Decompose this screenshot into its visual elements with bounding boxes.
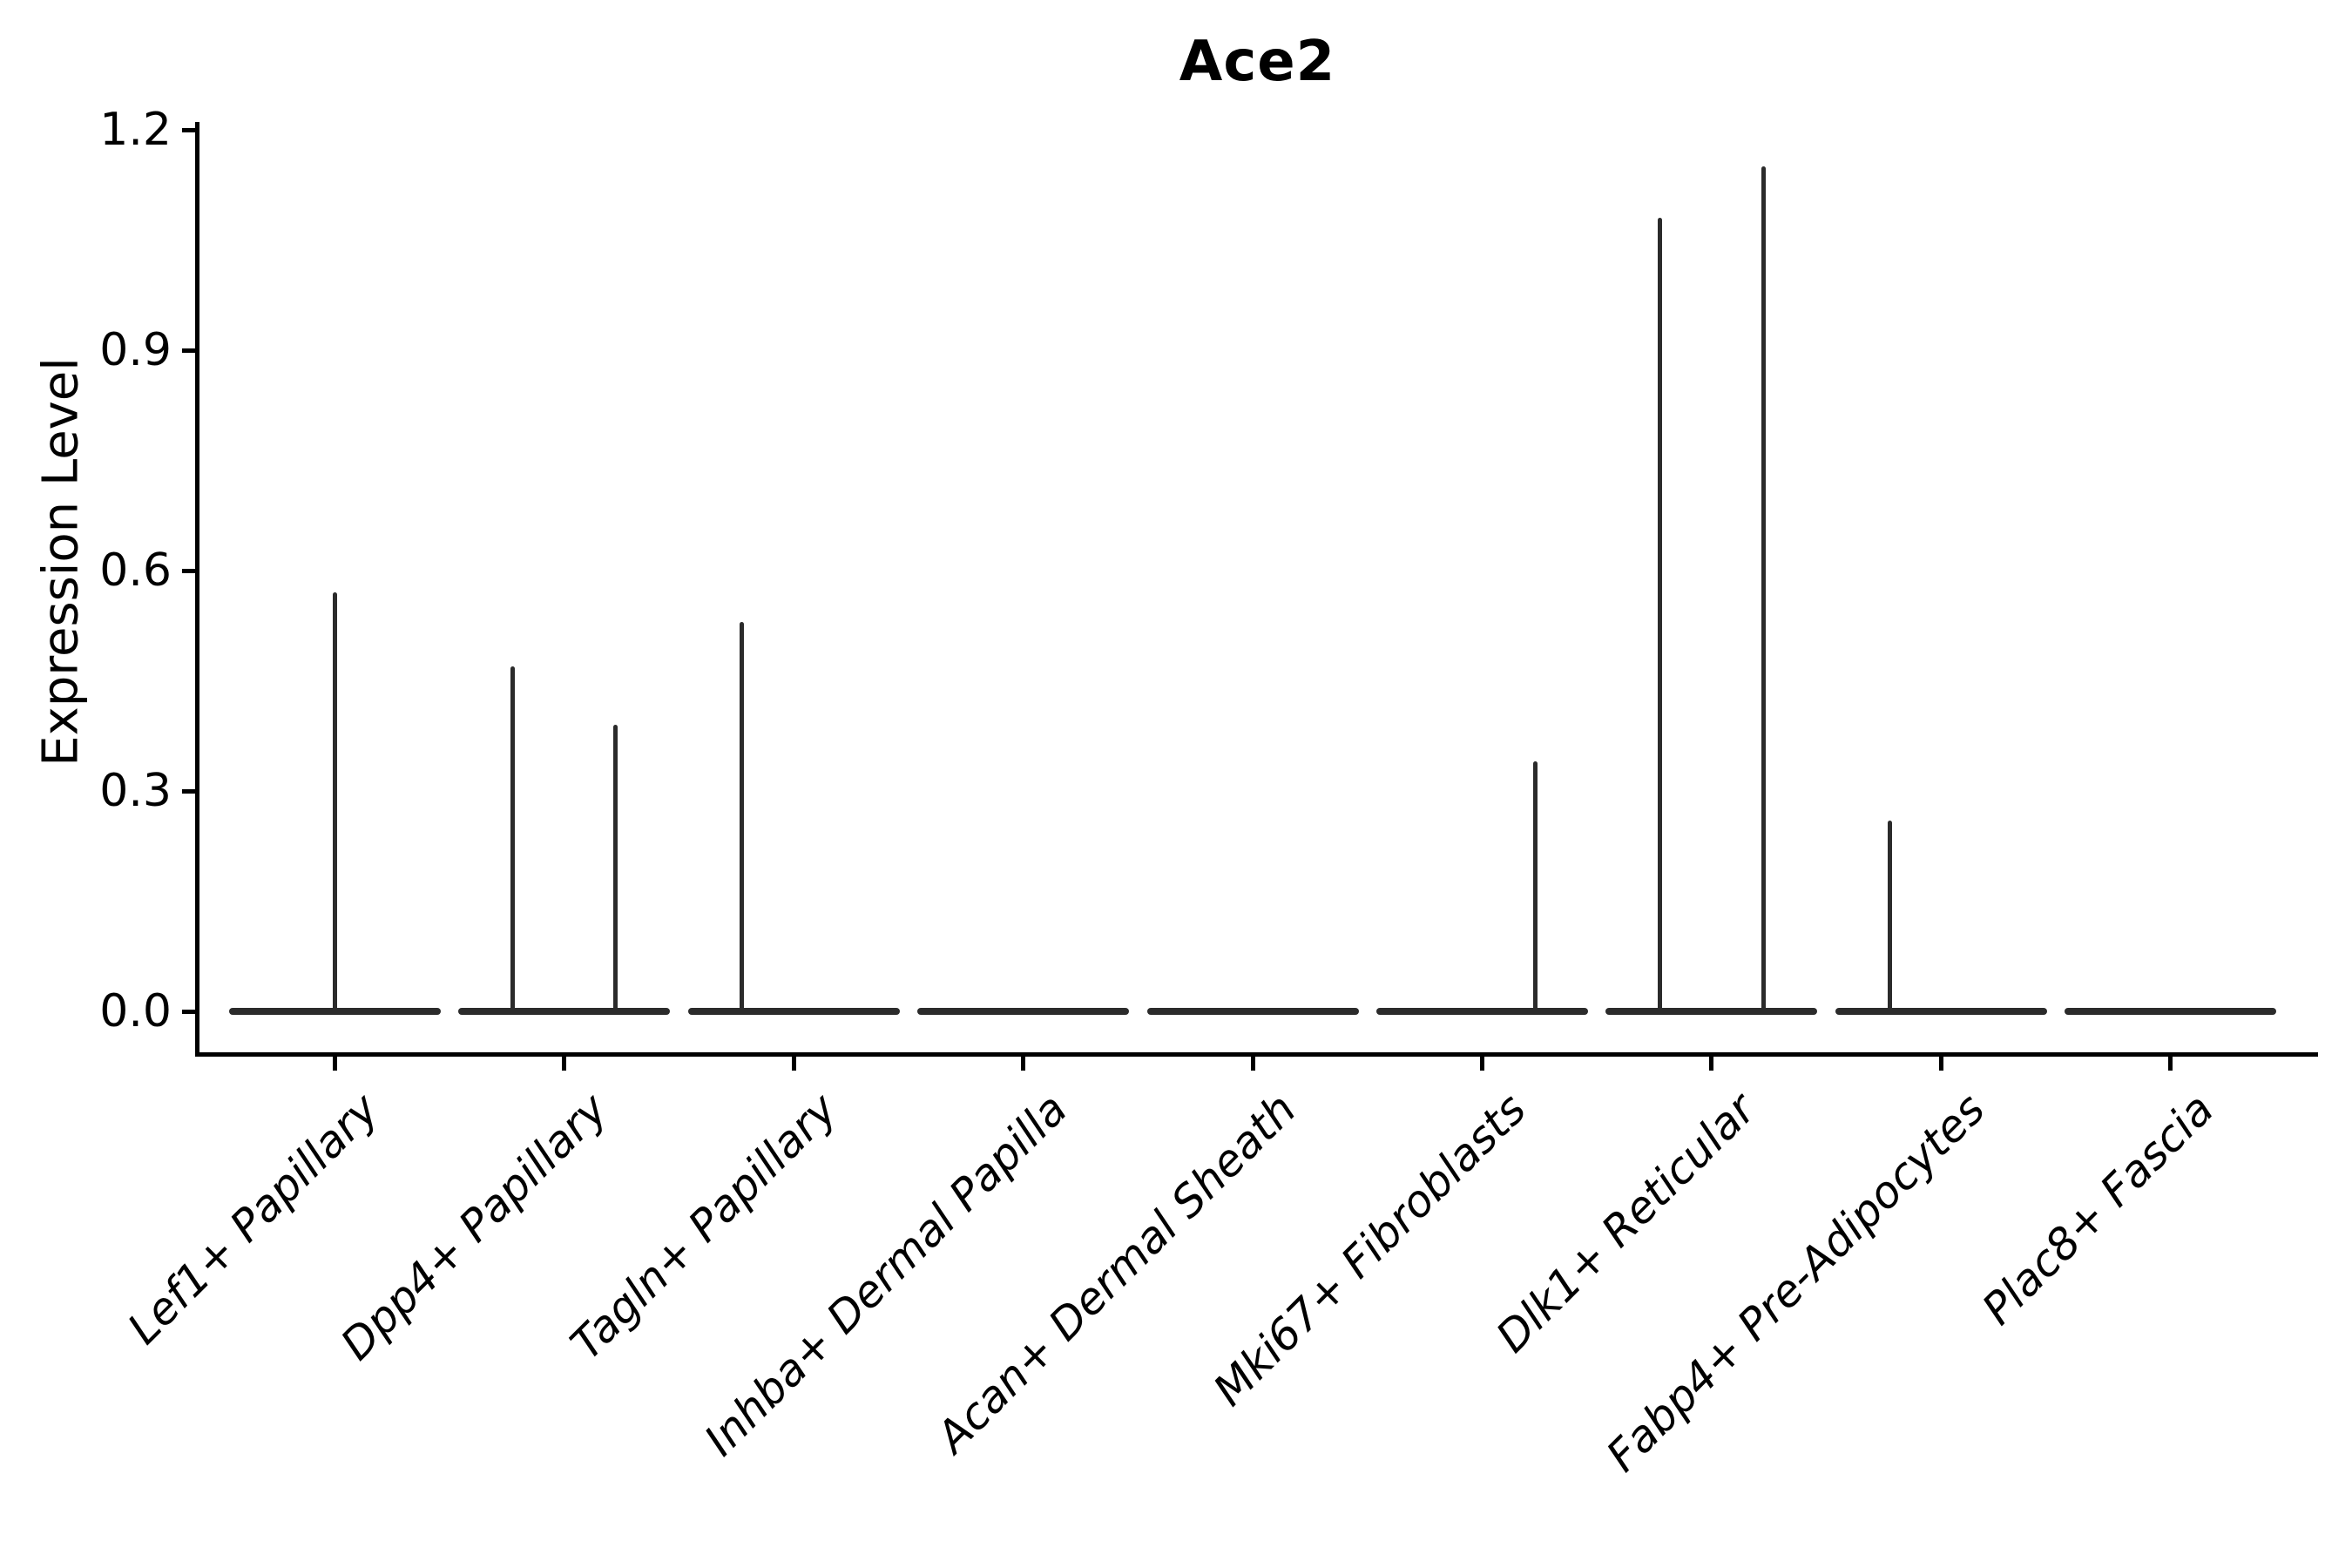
- x-tick-mark: [1250, 1057, 1255, 1071]
- y-tick-label: 0.0: [99, 985, 172, 1037]
- y-tick-label: 0.6: [99, 544, 172, 597]
- violin-baseline: [458, 1008, 671, 1015]
- y-axis-label: Expression Level: [32, 357, 90, 767]
- y-tick-mark: [182, 1009, 197, 1014]
- y-tick-mark: [182, 348, 197, 353]
- x-tick-mark: [1021, 1057, 1026, 1071]
- violin-spike: [1657, 218, 1662, 1011]
- chart-title: Ace2: [1179, 30, 1336, 94]
- x-tick-mark: [791, 1057, 796, 1071]
- y-axis-spine: [195, 122, 199, 1057]
- violin-baseline: [1605, 1008, 1818, 1015]
- violin-spike: [333, 592, 337, 1011]
- violin-spike: [1761, 166, 1766, 1011]
- violin-baseline: [1146, 1008, 1359, 1015]
- x-tick-label: Lef1+ Papillary: [118, 1084, 389, 1355]
- x-tick-mark: [2168, 1057, 2173, 1071]
- violin-baseline: [1835, 1008, 2047, 1015]
- violin-baseline: [2065, 1008, 2277, 1015]
- violin-spike: [1532, 761, 1538, 1011]
- x-tick-mark: [1709, 1057, 1714, 1071]
- x-tick-mark: [333, 1057, 337, 1071]
- violin-baseline: [1376, 1008, 1588, 1015]
- violin-baseline: [917, 1008, 1130, 1015]
- x-axis-spine: [195, 1052, 2318, 1057]
- x-tick-mark: [1480, 1057, 1484, 1071]
- y-tick-mark: [182, 788, 197, 794]
- y-tick-label: 0.9: [99, 324, 172, 376]
- violin-baseline: [229, 1008, 441, 1015]
- x-tick-mark: [562, 1057, 567, 1071]
- y-tick-label: 1.2: [99, 104, 172, 156]
- y-tick-mark: [182, 127, 197, 132]
- violin-spike: [612, 725, 618, 1011]
- violin-baseline: [687, 1008, 900, 1015]
- x-tick-label: Inhba+ Dermal Papilla: [694, 1084, 1077, 1466]
- x-tick-mark: [1938, 1057, 1943, 1071]
- y-tick-mark: [182, 568, 197, 573]
- violin-spike: [740, 622, 745, 1011]
- x-tick-label: Plac8+ Fascia: [1972, 1084, 2224, 1335]
- violin-spike: [510, 666, 515, 1011]
- y-tick-label: 0.3: [99, 765, 172, 817]
- violin-spike: [1888, 820, 1893, 1011]
- x-tick-label: Fabp4+ Pre-Adipocytes: [1596, 1084, 1995, 1482]
